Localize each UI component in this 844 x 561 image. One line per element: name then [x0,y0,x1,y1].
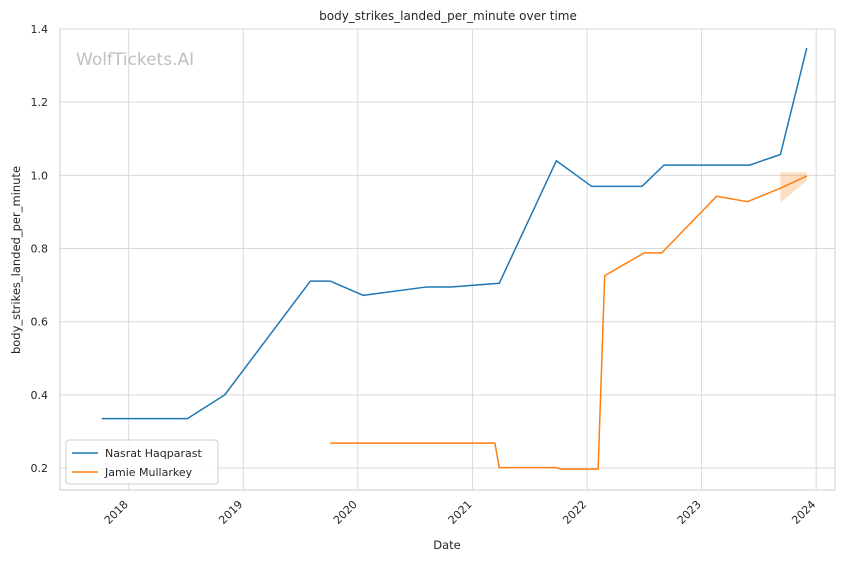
y-axis-label: body_strikes_landed_per_minute [9,166,23,354]
y-tick-label: 1.2 [31,96,49,109]
chart-title: body_strikes_landed_per_minute over time [319,9,577,23]
y-tick-label: 0.6 [31,316,49,329]
x-tick-label: 2018 [102,498,131,527]
series-line-nasrat-haqparast [101,47,808,420]
x-axis-ticks: 2018 2019 2020 2021 2022 2023 2024 [102,498,818,527]
x-tick-label: 2019 [216,498,245,527]
y-axis-ticks: 0.2 0.4 0.6 0.8 1.0 1.2 1.4 [31,23,49,475]
plot-area [59,28,836,491]
y-tick-label: 0.2 [31,462,49,475]
series-layer [101,47,808,470]
x-tick-label: 2021 [446,498,475,527]
grid [60,28,835,490]
y-tick-label: 0.8 [31,243,49,256]
y-tick-label: 0.4 [31,389,49,402]
legend-entry-nasrat-haqparast: Nasrat Haqparast [105,447,202,460]
legend: Nasrat Haqparast Jamie Mullarkey [65,439,219,485]
legend-entry-jamie-mullarkey: Jamie Mullarkey [104,466,193,479]
x-axis-label: Date [433,538,461,552]
x-tick-label: 2024 [789,498,818,527]
x-tick-label: 2022 [560,498,589,527]
y-tick-label: 1.4 [31,23,49,36]
series-line-jamie-mullarkey [330,175,808,470]
x-tick-label: 2020 [331,498,360,527]
y-tick-label: 1.0 [31,169,49,182]
legend-box [65,439,219,485]
watermark: WolfTickets.AI [76,50,194,70]
x-tick-label: 2023 [675,498,704,527]
confidence-band-jamie-mullarkey [780,172,807,203]
